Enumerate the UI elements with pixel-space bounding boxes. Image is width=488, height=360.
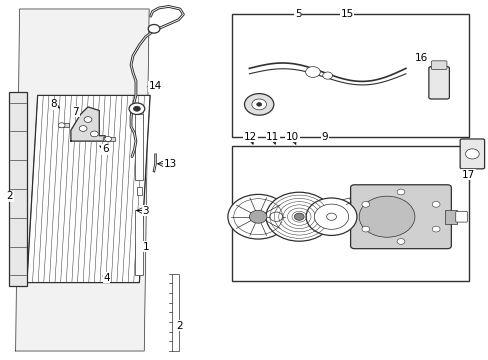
Text: 17: 17 — [461, 170, 474, 180]
Circle shape — [396, 189, 404, 195]
Bar — [172, 274, 179, 351]
Polygon shape — [27, 95, 150, 283]
Circle shape — [326, 213, 336, 220]
Circle shape — [305, 67, 320, 77]
Bar — [232, 146, 468, 281]
Circle shape — [148, 24, 160, 33]
Circle shape — [358, 196, 414, 237]
FancyBboxPatch shape — [430, 61, 446, 69]
Circle shape — [84, 117, 92, 122]
Text: 9: 9 — [321, 132, 328, 142]
Text: 7: 7 — [72, 107, 79, 117]
Circle shape — [314, 204, 348, 229]
Circle shape — [133, 106, 140, 111]
Bar — [135, 114, 143, 180]
Circle shape — [244, 94, 273, 115]
Bar — [137, 187, 142, 195]
Circle shape — [431, 226, 439, 232]
Text: 6: 6 — [102, 144, 108, 154]
Bar — [444, 210, 456, 224]
Text: 15: 15 — [340, 9, 353, 19]
Circle shape — [294, 213, 304, 220]
Circle shape — [249, 210, 266, 223]
FancyBboxPatch shape — [428, 67, 448, 99]
Text: 8: 8 — [50, 99, 57, 109]
Text: 3: 3 — [142, 206, 149, 216]
Circle shape — [431, 202, 439, 207]
FancyBboxPatch shape — [350, 185, 450, 249]
Circle shape — [265, 192, 332, 241]
Circle shape — [465, 149, 478, 159]
Circle shape — [227, 194, 288, 239]
Text: 13: 13 — [163, 159, 177, 169]
Polygon shape — [71, 107, 105, 141]
Polygon shape — [16, 9, 149, 351]
Text: 12: 12 — [243, 132, 257, 142]
Text: 14: 14 — [148, 81, 162, 91]
Circle shape — [265, 209, 286, 225]
Circle shape — [104, 136, 111, 141]
Text: 5: 5 — [294, 9, 301, 19]
FancyBboxPatch shape — [455, 211, 467, 222]
Text: 4: 4 — [103, 273, 110, 283]
Bar — [102, 137, 115, 141]
Circle shape — [256, 103, 261, 106]
Circle shape — [361, 226, 369, 232]
Bar — [232, 14, 468, 137]
Text: 1: 1 — [142, 242, 149, 252]
FancyBboxPatch shape — [459, 139, 484, 169]
Circle shape — [396, 239, 404, 244]
Bar — [9, 92, 27, 286]
Circle shape — [58, 123, 65, 128]
Circle shape — [251, 99, 266, 110]
Circle shape — [79, 126, 87, 131]
Bar — [135, 210, 143, 275]
Circle shape — [269, 212, 282, 221]
Bar — [59, 123, 69, 127]
Text: 11: 11 — [265, 132, 279, 142]
Circle shape — [322, 72, 332, 79]
Text: 2: 2 — [176, 321, 183, 331]
Text: 2: 2 — [6, 191, 13, 201]
Text: 10: 10 — [285, 132, 298, 142]
Circle shape — [90, 131, 98, 137]
Text: 16: 16 — [414, 53, 427, 63]
Circle shape — [129, 103, 144, 114]
Circle shape — [305, 198, 356, 235]
Circle shape — [361, 202, 369, 207]
